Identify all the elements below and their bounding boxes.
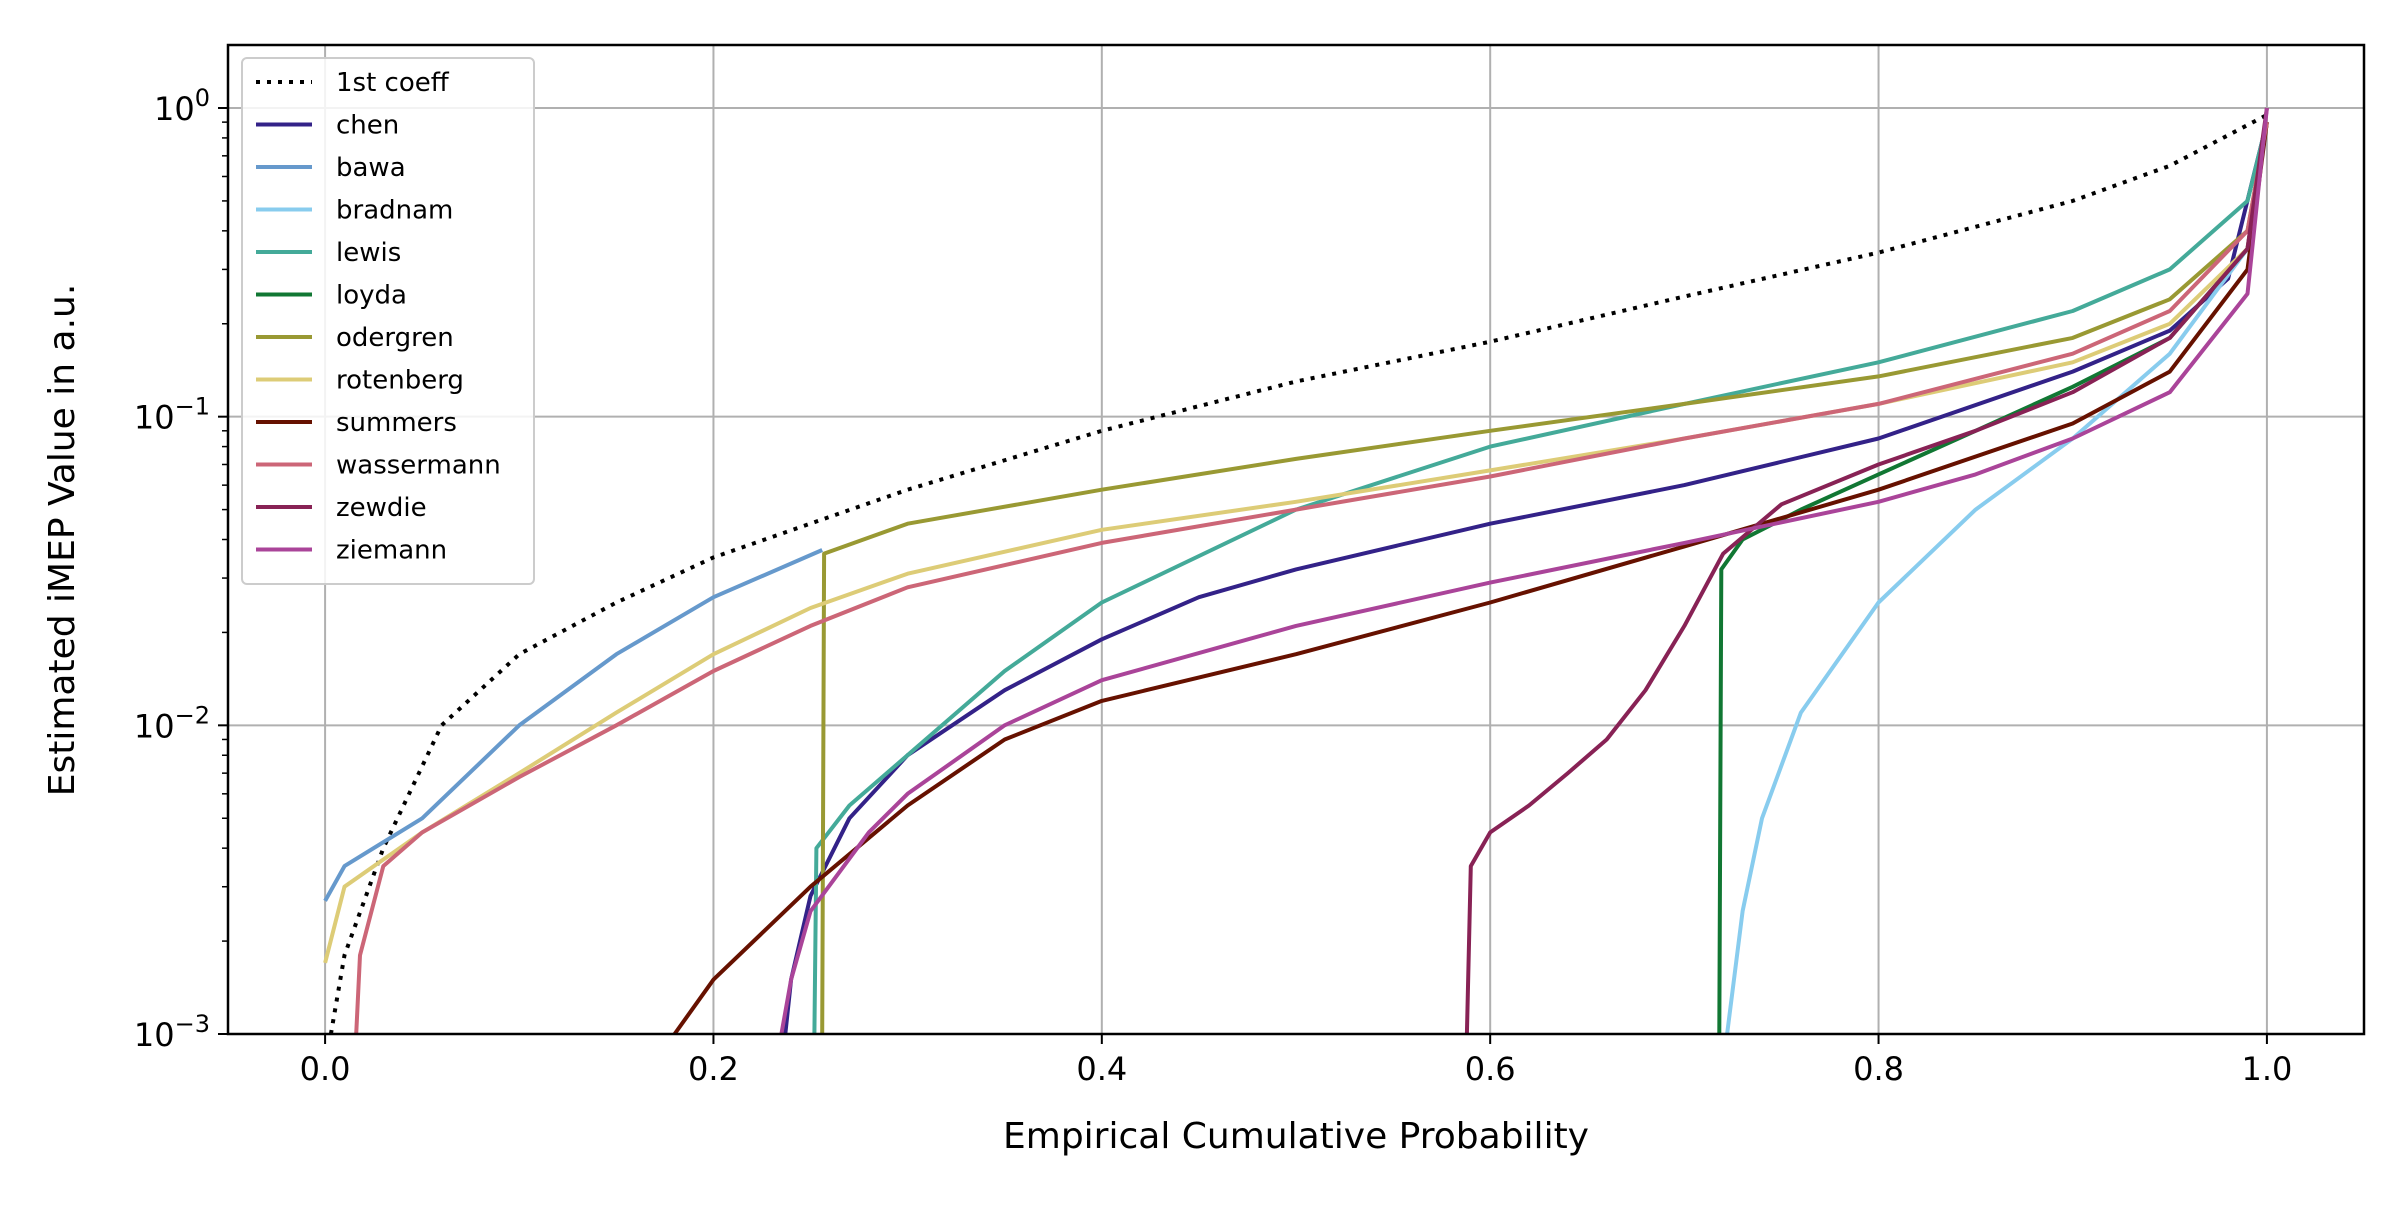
y-tick-label: 10−3 bbox=[134, 1010, 210, 1054]
x-tick-label: 0.4 bbox=[1076, 1050, 1127, 1088]
legend-label: zewdie bbox=[336, 493, 427, 523]
legend-label: rotenberg bbox=[336, 366, 464, 396]
legend-label: bradnam bbox=[336, 196, 453, 226]
plot-frame bbox=[226, 43, 2366, 1036]
series-line-bradnam bbox=[1725, 121, 2269, 1035]
y-tick-label: 10−1 bbox=[134, 393, 210, 437]
legend-label: summers bbox=[336, 408, 457, 438]
series-line-chen bbox=[783, 121, 2269, 1035]
series-line-ziemann bbox=[779, 107, 2269, 1035]
legend-label: ziemann bbox=[336, 536, 447, 566]
legend-label: lewis bbox=[336, 238, 401, 268]
series-line-rotenberg bbox=[323, 121, 2269, 964]
legend-label: loyda bbox=[336, 281, 407, 311]
series-line-1st-coeff bbox=[328, 113, 2268, 1035]
series-line-bawa bbox=[323, 548, 823, 902]
y-tick-label: 10−2 bbox=[134, 701, 210, 745]
legend-label: 1st coeff bbox=[336, 68, 450, 98]
legend-label: odergren bbox=[336, 323, 454, 353]
legend-label: bawa bbox=[336, 153, 406, 183]
series-line-wassermann bbox=[354, 121, 2269, 1035]
legend: 1st coeff chen bawa bradnam lewis loyda odergr… bbox=[241, 57, 535, 585]
series-line-lewis bbox=[812, 121, 2269, 1035]
grid-layer bbox=[228, 45, 2364, 1035]
series-line-loyda bbox=[1717, 121, 2269, 1035]
y-tick-label: 100 bbox=[154, 84, 210, 128]
x-tick-label: 0.0 bbox=[300, 1050, 351, 1088]
series-line-summers bbox=[672, 121, 2269, 1036]
legend-label: chen bbox=[336, 111, 399, 141]
legend-box bbox=[241, 57, 535, 585]
x-tick-label: 0.2 bbox=[688, 1050, 739, 1088]
x-axis-label: Empirical Cumulative Probability bbox=[1003, 1116, 1589, 1157]
legend-label: wassermann bbox=[336, 451, 501, 481]
x-tick-label: 0.8 bbox=[1853, 1050, 1904, 1088]
x-tick-label: 0.6 bbox=[1465, 1050, 1516, 1088]
tick-layer: 0.0 0.2 0.4 0.6 0.8 1.0 10−3 10−2 10−1 100 bbox=[134, 84, 2292, 1088]
series-layer bbox=[323, 107, 2269, 1036]
series-line-zewdie bbox=[1464, 107, 2269, 1035]
y-axis-label: Estimated iMEP Value in a.u. bbox=[42, 284, 83, 797]
x-tick-label: 1.0 bbox=[2241, 1050, 2292, 1088]
series-line-odergren bbox=[820, 121, 2269, 1035]
